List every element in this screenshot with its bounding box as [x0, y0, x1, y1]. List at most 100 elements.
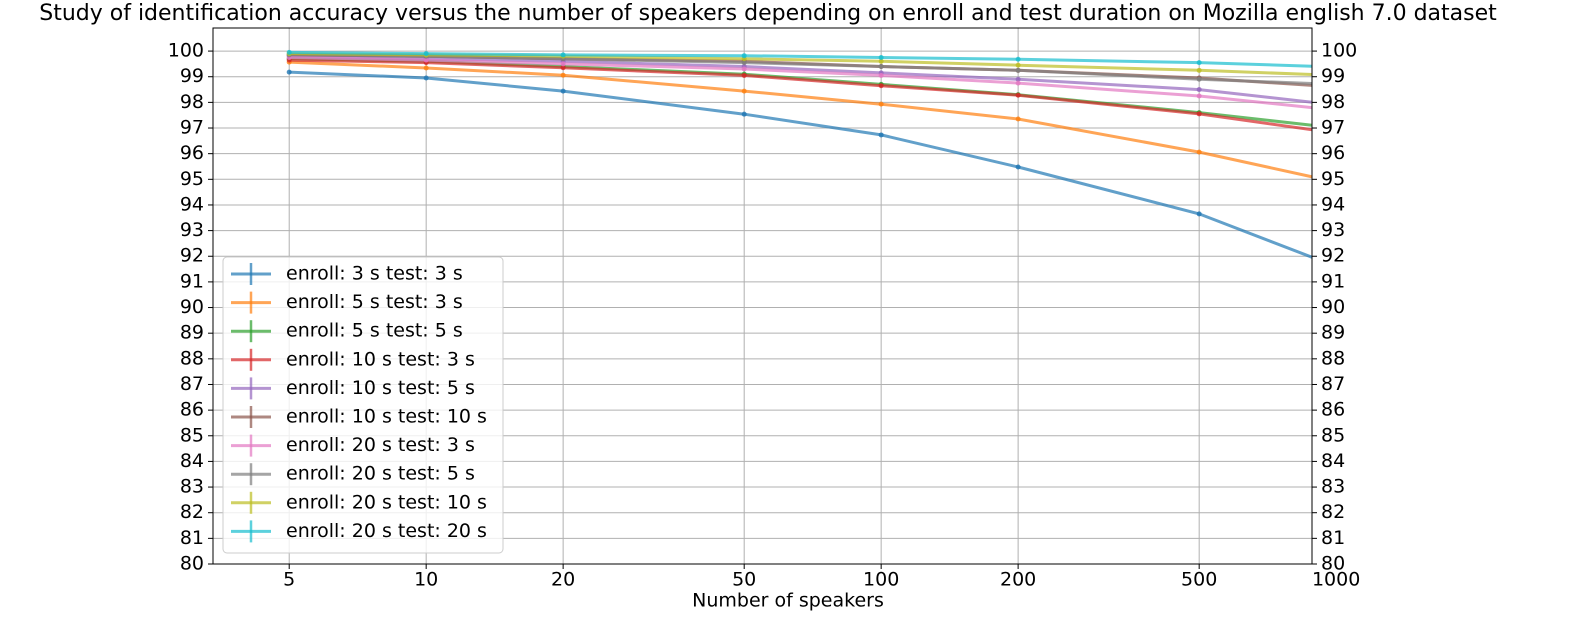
data-point [741, 66, 747, 72]
data-point [1196, 87, 1202, 93]
y2-tick-label: 99 [1321, 65, 1345, 87]
x-tick-label: 50 [732, 569, 756, 591]
y2-tick-label: 100 [1321, 40, 1357, 62]
y-tick-label: 85 [180, 424, 204, 446]
series-line [289, 53, 1312, 86]
y-tick-label: 89 [180, 322, 204, 344]
y2-tick-label: 93 [1321, 219, 1345, 241]
data-point [560, 52, 566, 58]
y-tick-label: 99 [180, 65, 204, 87]
y-tick-label: 87 [180, 373, 204, 395]
data-point [1015, 62, 1021, 68]
data-point [560, 88, 566, 94]
y2-tick-label: 88 [1321, 347, 1345, 369]
data-point [560, 61, 566, 67]
legend-label: enroll: 5 s test: 3 s [286, 291, 463, 313]
y-tick-label: 83 [180, 476, 204, 498]
y2-tick-label: 89 [1321, 322, 1345, 344]
legend-label: enroll: 10 s test: 10 s [286, 406, 487, 428]
data-point [423, 51, 429, 57]
y2-tick-label: 95 [1321, 168, 1345, 190]
data-point [423, 75, 429, 81]
axes-frame [212, 27, 1313, 565]
series-line [289, 56, 1312, 110]
legend-label: enroll: 10 s test: 3 s [286, 348, 475, 370]
y-tick-label: 80 [180, 553, 204, 575]
data-point [741, 72, 747, 78]
y2-tick-label: 96 [1321, 142, 1345, 164]
y-tick-label: 88 [180, 347, 204, 369]
y2-tick-label: 81 [1321, 527, 1345, 549]
series-line [289, 54, 1312, 104]
y2-tick-label: 85 [1321, 424, 1345, 446]
y2-tick-label: 83 [1321, 476, 1345, 498]
y-tick-label: 81 [180, 527, 204, 549]
legend: enroll: 3 s test: 3 s enroll: 5 s test: 3… [222, 256, 504, 554]
y2-tick-label: 80 [1321, 553, 1345, 575]
data-point [1015, 76, 1021, 82]
y-tick-label: 93 [180, 219, 204, 241]
data-point [1015, 56, 1021, 62]
data-point [286, 69, 292, 75]
data-point [1015, 164, 1021, 170]
y2-tick-label: 92 [1321, 245, 1345, 267]
data-point [423, 65, 429, 71]
y2-tick-label: 90 [1321, 296, 1345, 318]
y2-tick-label: 98 [1321, 91, 1345, 113]
x-tick-label: 100 [863, 569, 899, 591]
y-tick-label: 91 [180, 270, 204, 292]
legend-label: enroll: 3 s test: 3 s [286, 263, 463, 285]
y-tick-label: 97 [180, 117, 204, 139]
y-tick-label: 90 [180, 296, 204, 318]
data-point [1015, 67, 1021, 73]
chart-title: Study of identification accuracy versus … [39, 1, 1497, 26]
series-line [289, 58, 1312, 132]
x-tick-label: 5 [283, 569, 295, 591]
y2-tick-label: 86 [1321, 399, 1345, 421]
legend-label: enroll: 20 s test: 20 s [286, 520, 487, 542]
data-point [1196, 60, 1202, 66]
y-tick-label: 94 [180, 193, 204, 215]
y2-tick-label: 94 [1321, 193, 1345, 215]
data-point [1015, 92, 1021, 98]
data-point [423, 57, 429, 63]
series-line [289, 50, 1312, 68]
data-point [878, 101, 884, 107]
data-point [560, 72, 566, 78]
data-point [1015, 116, 1021, 122]
data-point [1196, 93, 1202, 99]
legend-box [222, 256, 504, 554]
data-point [1196, 76, 1202, 82]
data-point [560, 65, 566, 71]
series-line [289, 70, 1312, 259]
y2-tick-label: 82 [1321, 501, 1345, 523]
legend-label: enroll: 20 s test: 10 s [286, 491, 487, 513]
x-tick-label: 20 [551, 569, 575, 591]
data-point [1196, 111, 1202, 117]
legend-label: enroll: 20 s test: 3 s [286, 434, 475, 456]
data-point [878, 58, 884, 64]
data-point [741, 111, 747, 117]
plot-area [286, 49, 1312, 259]
y-tick-label: 100 [168, 40, 204, 62]
x-tick-label: 10 [414, 569, 438, 591]
x-axis-label: Number of speakers [692, 590, 884, 612]
x-tick-label: 1000 [1312, 569, 1360, 591]
series-line [289, 60, 1312, 179]
data-point [1196, 149, 1202, 155]
data-point [741, 53, 747, 59]
y-tick-label: 82 [180, 501, 204, 523]
data-point [1196, 211, 1202, 217]
legend-label: enroll: 5 s test: 5 s [286, 320, 463, 342]
y2-tick-label: 84 [1321, 450, 1345, 472]
legend-label: enroll: 20 s test: 5 s [286, 463, 475, 485]
data-point [878, 63, 884, 69]
y-tick-label: 86 [180, 399, 204, 421]
data-point [1015, 80, 1021, 86]
x-tick-label: 500 [1181, 569, 1217, 591]
data-point [1196, 67, 1202, 73]
x-tick-label: 200 [1000, 569, 1036, 591]
data-point [878, 83, 884, 89]
y-tick-label: 96 [180, 142, 204, 164]
